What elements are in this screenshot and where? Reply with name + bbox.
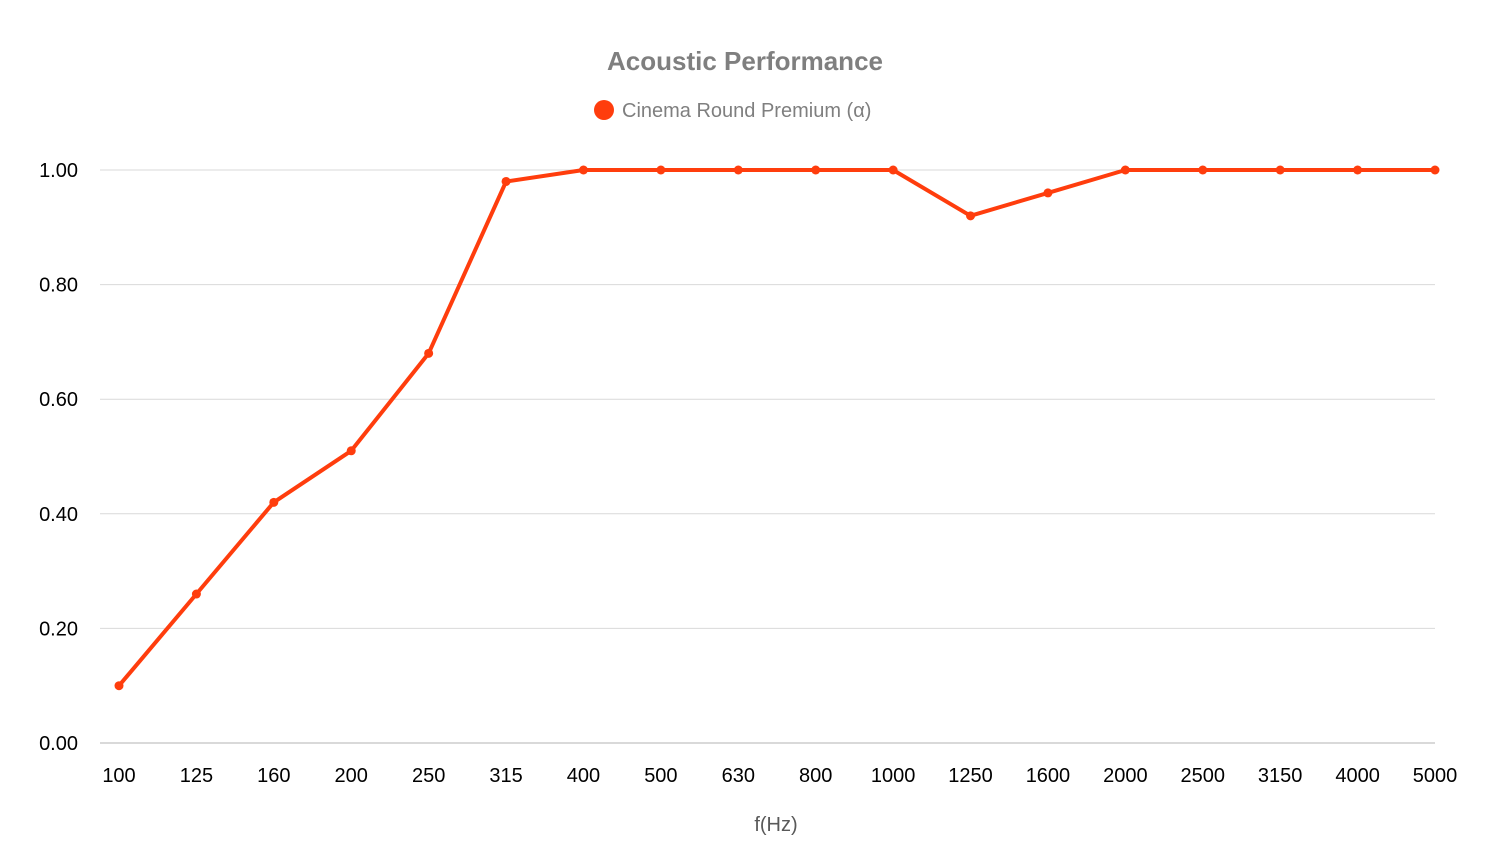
series-group (114, 165, 1440, 691)
x-tick-label: 200 (335, 765, 368, 787)
x-tick-label: 125 (180, 765, 213, 787)
data-point[interactable] (424, 348, 434, 358)
chart-title: Acoustic Performance (607, 46, 883, 76)
grid (100, 169, 1435, 744)
series-line (117, 168, 1437, 688)
x-tick-label: 2500 (1181, 765, 1226, 787)
x-axis-label: f(Hz) (754, 814, 797, 836)
data-point[interactable] (1198, 165, 1208, 175)
y-tick-label: 0.60 (39, 389, 78, 411)
data-point[interactable] (269, 497, 279, 507)
x-tick-label: 4000 (1335, 765, 1380, 787)
data-point[interactable] (346, 446, 356, 456)
data-point[interactable] (733, 165, 743, 175)
data-point[interactable] (966, 211, 976, 221)
data-point[interactable] (1120, 165, 1130, 175)
x-tick-label: 3150 (1258, 765, 1303, 787)
y-tick-label: 0.40 (39, 504, 78, 526)
y-tick-label: 1.00 (39, 160, 78, 182)
x-tick-label: 160 (257, 765, 290, 787)
x-tick-label: 400 (567, 765, 600, 787)
data-point[interactable] (888, 165, 898, 175)
data-point[interactable] (114, 681, 124, 691)
legend: Cinema Round Premium (α) (594, 100, 871, 122)
data-point[interactable] (1353, 165, 1363, 175)
x-tick-label: 2000 (1103, 765, 1148, 787)
y-axis: 0.00 0.20 0.40 0.60 0.80 1.00 (39, 160, 78, 755)
data-point[interactable] (1430, 165, 1440, 175)
y-tick-label: 0.80 (39, 275, 78, 297)
x-tick-label: 315 (489, 765, 522, 787)
data-point[interactable] (811, 165, 821, 175)
data-point[interactable] (656, 165, 666, 175)
x-tick-label: 630 (722, 765, 755, 787)
x-tick-label: 500 (644, 765, 677, 787)
x-tick-label: 1250 (948, 765, 993, 787)
x-tick-label: 5000 (1413, 765, 1458, 787)
x-axis: 100 125 160 200 250 315 400 500 630 800 1000 1250 16… (102, 765, 1457, 787)
data-point[interactable] (578, 165, 588, 175)
x-tick-label: 1000 (871, 765, 916, 787)
x-tick-label: 250 (412, 765, 445, 787)
data-point[interactable] (191, 589, 201, 599)
y-tick-label: 0.00 (39, 733, 78, 755)
legend-marker (594, 100, 614, 120)
data-point[interactable] (1043, 188, 1053, 198)
data-point[interactable] (1275, 165, 1285, 175)
data-point[interactable] (501, 176, 511, 186)
legend-label: Cinema Round Premium (α) (622, 100, 871, 122)
x-tick-label: 1600 (1026, 765, 1071, 787)
x-tick-label: 800 (799, 765, 832, 787)
x-tick-label: 100 (102, 765, 135, 787)
y-tick-label: 0.20 (39, 618, 78, 640)
